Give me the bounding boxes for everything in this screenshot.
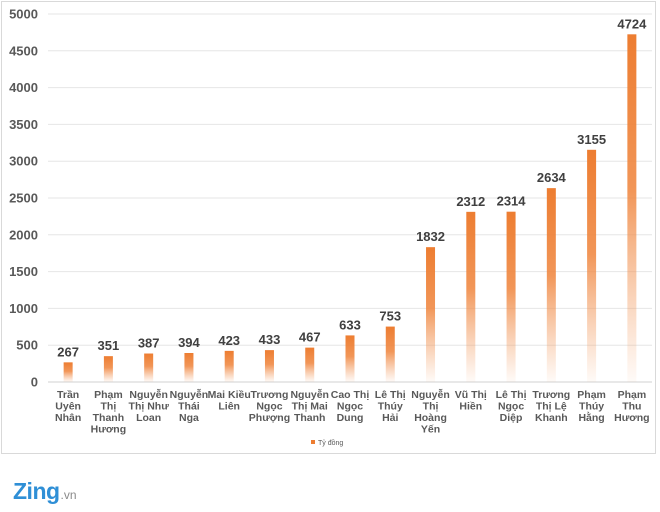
category-label: Phạm Thị Thanh Hương xyxy=(91,389,126,436)
y-tick-label: 500 xyxy=(16,338,38,353)
bar-chart: 0 500 1000 1500 2000 2500 3000 3500 4000 4500 5000… xyxy=(9,7,652,447)
bar xyxy=(103,356,113,382)
bar xyxy=(546,188,556,382)
data-label: 2314 xyxy=(497,194,527,209)
category-label: Trương Ngọc Phượng xyxy=(249,389,290,424)
y-tick-label: 1500 xyxy=(9,264,38,279)
category-label: Nguyễn Thị Như Loan xyxy=(129,388,170,424)
bar xyxy=(506,211,516,382)
logo-suffix-text: .vn xyxy=(60,488,77,502)
bar xyxy=(466,211,476,382)
legend-entry: Tỷ đồng xyxy=(318,438,343,447)
bar xyxy=(224,350,234,382)
y-tick-label: 5000 xyxy=(9,7,38,22)
category-label: Nguyễn Thị Hoàng Yến xyxy=(411,388,450,436)
y-tick-label: 2500 xyxy=(9,191,38,206)
data-label: 2634 xyxy=(537,170,567,185)
y-tick-label: 4500 xyxy=(9,43,38,58)
data-label: 4724 xyxy=(617,16,647,31)
logo-main-text: Zing xyxy=(13,478,60,504)
y-tick-label: 0 xyxy=(31,375,38,390)
category-label: Nguyễn Thị Mai Thanh xyxy=(290,388,329,424)
legend-swatch xyxy=(311,440,315,444)
bar xyxy=(385,326,395,382)
category-label: Vũ Thị Hiền xyxy=(455,389,487,413)
y-tick-label: 3000 xyxy=(9,154,38,169)
y-tick-label: 1000 xyxy=(9,301,38,316)
bar xyxy=(426,247,436,382)
bar xyxy=(305,347,315,382)
data-label: 423 xyxy=(218,333,240,348)
data-label: 387 xyxy=(138,336,160,351)
data-label: 633 xyxy=(339,317,361,332)
data-label: 433 xyxy=(259,332,281,347)
category-label: Trần Uyên Nhân xyxy=(55,389,81,424)
category-label: Nguyễn Thái Nga xyxy=(170,388,209,424)
bar xyxy=(144,353,154,382)
data-label: 1832 xyxy=(416,229,445,244)
data-label: 3155 xyxy=(577,132,606,147)
category-label: Phạm Thu Hương xyxy=(614,389,649,424)
category-label: Lê Thị Thúy Hải xyxy=(375,389,406,424)
category-label: Lê Thị Ngọc Diệp xyxy=(496,389,527,424)
category-label: Mai Kiều Liên xyxy=(208,389,251,413)
category-label: Cao Thị Ngọc Dung xyxy=(331,389,370,424)
category-label: Trương Thị Lệ Khanh xyxy=(532,389,570,424)
y-tick-label: 2000 xyxy=(9,227,38,242)
bar xyxy=(264,350,274,382)
y-tick-label: 4000 xyxy=(9,80,38,95)
data-label: 753 xyxy=(379,309,401,324)
data-label: 467 xyxy=(299,330,321,345)
bar xyxy=(587,149,597,382)
bar xyxy=(63,362,73,382)
category-label: Phạm Thúy Hằng xyxy=(577,389,606,424)
y-tick-label: 3500 xyxy=(9,117,38,132)
data-label: 2312 xyxy=(456,194,485,209)
bar xyxy=(345,335,355,382)
bar xyxy=(184,353,194,382)
data-label: 394 xyxy=(178,335,200,350)
data-label: 267 xyxy=(57,344,79,359)
data-label: 351 xyxy=(98,338,120,353)
zing-logo: Zing .vn xyxy=(13,478,77,505)
chart-frame: 0 500 1000 1500 2000 2500 3000 3500 4000 4500 5000… xyxy=(1,1,656,454)
bar xyxy=(627,34,637,382)
